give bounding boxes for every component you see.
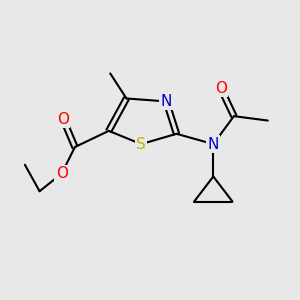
Text: S: S <box>136 136 146 152</box>
Text: N: N <box>160 94 172 109</box>
Text: O: O <box>56 166 68 181</box>
Text: O: O <box>215 81 227 96</box>
Text: O: O <box>57 112 69 127</box>
Text: N: N <box>208 136 219 152</box>
